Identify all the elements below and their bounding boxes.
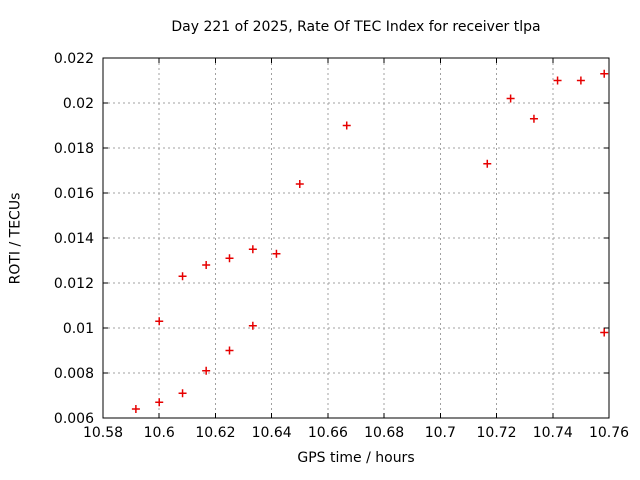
- x-tick-label: 10.58: [83, 425, 123, 441]
- x-tick-label: 10.72: [477, 425, 517, 441]
- x-tick-label: 10.68: [364, 425, 404, 441]
- x-tick-label: 10.7: [425, 425, 456, 441]
- y-tick-label: 0.016: [54, 186, 94, 202]
- x-tick-label: 10.74: [533, 425, 573, 441]
- y-tick-label: 0.018: [54, 141, 94, 157]
- x-tick-label: 10.64: [252, 425, 292, 441]
- x-tick-label: 10.76: [589, 425, 629, 441]
- x-axis-label: GPS time / hours: [297, 450, 415, 466]
- y-tick-label: 0.008: [54, 366, 94, 382]
- y-tick-label: 0.012: [54, 276, 94, 292]
- y-tick-label: 0.006: [54, 411, 94, 427]
- y-tick-label: 0.022: [54, 51, 94, 67]
- chart-title: Day 221 of 2025, Rate Of TEC Index for r…: [171, 19, 541, 35]
- y-tick-label: 0.01: [63, 321, 94, 337]
- y-axis-label: ROTI / TECUs: [7, 192, 24, 285]
- y-tick-label: 0.014: [54, 231, 94, 247]
- x-tick-label: 10.62: [195, 425, 235, 441]
- y-tick-label: 0.02: [63, 96, 94, 112]
- x-tick-label: 10.66: [308, 425, 348, 441]
- x-tick-label: 10.6: [144, 425, 175, 441]
